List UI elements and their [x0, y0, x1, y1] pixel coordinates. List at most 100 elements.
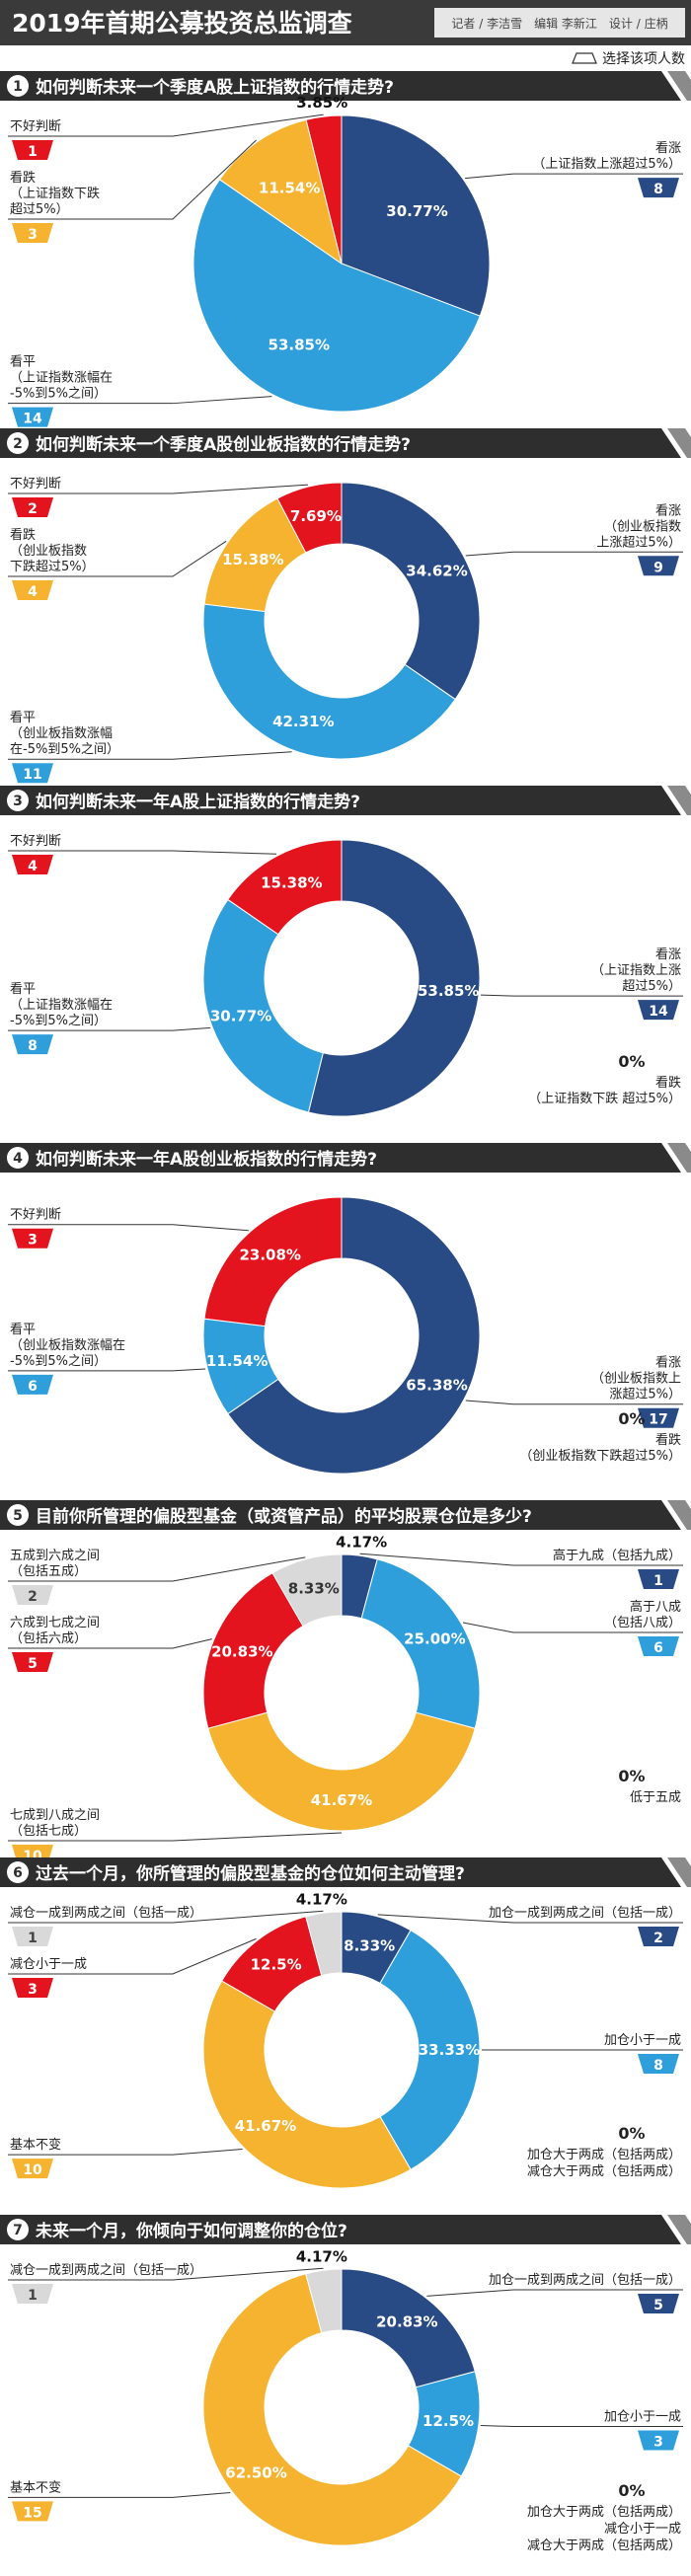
zero-value-label: 0% — [618, 1409, 645, 1428]
category-label: 看涨（创业板指数上涨超过5%） — [596, 502, 681, 550]
slice — [341, 2268, 476, 2388]
slice — [305, 1911, 343, 1977]
leader-line — [462, 1622, 683, 1633]
count-label: 4 — [28, 584, 38, 600]
value-label: 65.38% — [406, 1377, 467, 1395]
slice — [202, 603, 456, 760]
count-badge — [638, 1407, 679, 1428]
section-bar — [0, 1857, 681, 1887]
count-badge — [12, 407, 53, 427]
value-label: 53.85% — [418, 982, 479, 1000]
question: 过去一个月，你所管理的偏股型基金的仓位如何主动管理? — [36, 1863, 465, 1884]
slice — [227, 1196, 481, 1475]
category-label: 加仓一成到两成之间（包括一成） — [489, 2273, 681, 2288]
category-label: 看跌（上证指数下跌超过5%） — [10, 170, 100, 217]
value-label: 8.33% — [288, 1580, 340, 1598]
category-label: 减仓一成到两成之间（包括一成） — [10, 1906, 202, 1921]
section-bar-tail — [667, 2215, 691, 2244]
leader-line — [8, 1638, 212, 1649]
leader-line — [480, 994, 683, 997]
section-bar-tail — [667, 1857, 691, 1887]
value-label: 30.77% — [210, 1008, 271, 1025]
category-label: 看涨（创业板指数上涨超过5%） — [591, 1355, 681, 1402]
category-label: 不好判断 — [10, 477, 61, 492]
count-label: 5 — [653, 2298, 663, 2313]
slice — [379, 1930, 481, 2170]
slice — [305, 2268, 343, 2334]
section-number-badge — [7, 2219, 29, 2240]
count-label: 10 — [23, 2162, 42, 2178]
category-label: 五成到六成之间（包括五成） — [10, 1549, 100, 1579]
question: 如何判断未来一个季度A股创业板指数的行情走势? — [36, 434, 411, 455]
count-badge — [638, 556, 679, 576]
credits: 记者 / 李洁雪 编辑 李新江 设计 / 庄柄 — [451, 16, 667, 31]
count-badge — [12, 2501, 53, 2522]
question: 如何判断未来一年A股创业板指数的行情走势? — [36, 1149, 377, 1170]
section-bar — [0, 1500, 681, 1530]
count-badge — [638, 1636, 679, 1656]
slice — [227, 839, 343, 936]
count-badge — [638, 1927, 679, 1946]
category-label: 不好判断 — [10, 1208, 61, 1223]
value-label: 4.17% — [336, 1533, 387, 1551]
leader-line — [8, 484, 309, 494]
section-bar-tail — [667, 1143, 691, 1173]
slice — [307, 839, 481, 1117]
leader-line — [8, 1368, 206, 1372]
slice — [341, 114, 491, 317]
category-label: 加仓小于一成 — [604, 2410, 681, 2425]
leader-line — [8, 2491, 231, 2498]
category-label: 高于八成（包括八成） — [604, 1599, 681, 1630]
value-label: 11.54% — [206, 1352, 268, 1370]
count-badge — [12, 1374, 53, 1395]
leader-line — [465, 1400, 683, 1405]
count-badge — [12, 1652, 53, 1672]
leader-line — [8, 751, 292, 760]
question: 如何判断未来一年A股上证指数的行情走势? — [36, 792, 360, 812]
count-label: 9 — [653, 560, 663, 575]
leader-line — [465, 173, 683, 180]
leader-line — [8, 540, 227, 577]
slice — [202, 1572, 304, 1729]
zero-value-label: 0% — [618, 1767, 645, 1785]
count-label: 2 — [28, 501, 38, 517]
count-badge — [12, 855, 53, 874]
section-number: 3 — [13, 794, 23, 809]
category-label: 六成到七成之间（包括六成） — [10, 1616, 100, 1646]
count-badge — [12, 2159, 53, 2179]
count-badge — [12, 1585, 53, 1605]
section-number-badge — [7, 1147, 29, 1169]
count-badge — [12, 497, 53, 517]
zero-value-label: 0% — [618, 1052, 645, 1071]
count-label: 1 — [653, 1573, 663, 1589]
category-label: 不好判断 — [10, 119, 61, 134]
category-label: 减仓小于一成 — [10, 1957, 87, 1972]
value-label: 53.85% — [269, 336, 330, 353]
category-label: 减仓一成到两成之间（包括一成） — [10, 2263, 202, 2278]
count-badge — [638, 178, 679, 198]
value-label: 7.69% — [290, 507, 342, 525]
count-label: 2 — [28, 1589, 38, 1605]
count-badge — [12, 1978, 53, 1998]
zero-category-label: 减仓大于两成（包括两成） — [527, 2164, 681, 2179]
count-badge — [12, 580, 53, 600]
section-number-badge — [7, 790, 29, 811]
value-label: 20.83% — [211, 1642, 272, 1660]
zero-category-label: 低于五成 — [630, 1790, 681, 1805]
leader-line — [8, 396, 272, 405]
category-label: 基本不变 — [10, 2479, 61, 2495]
slice — [192, 179, 481, 413]
question: 目前你所管理的偏股型基金（或资管产品）的平均股票仓位是多少? — [36, 1506, 532, 1527]
category-label: 看涨（上证指数上涨超过5%） — [591, 947, 681, 994]
count-badge — [638, 1569, 679, 1589]
slice — [207, 1711, 476, 1832]
category-label: 七成到八成之间（包括七成） — [10, 1808, 100, 1839]
category-label: 看跌（创业板指数下跌超过5%） — [10, 527, 95, 574]
section-bar-tail — [667, 1500, 691, 1530]
count-badge — [12, 140, 53, 160]
slice — [276, 482, 343, 554]
zero-value-label: 0% — [618, 2124, 645, 2143]
leader-line — [426, 2289, 683, 2297]
section-number-badge — [7, 1504, 29, 1526]
